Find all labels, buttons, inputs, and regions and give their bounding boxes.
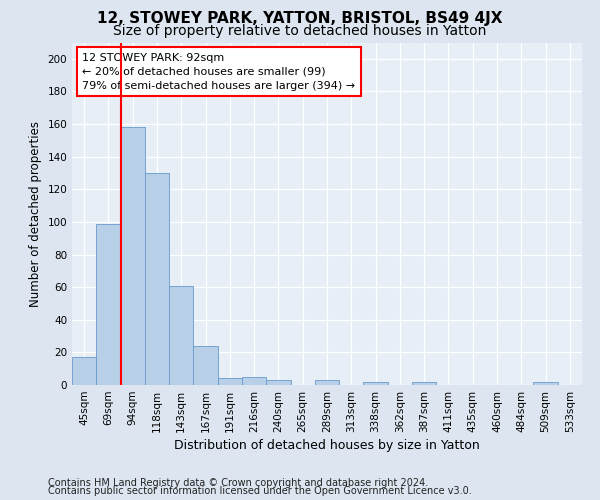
Bar (266, 380, 290, 385)
Bar (315, 380, 339, 385)
Bar (364, 382, 388, 385)
Bar (242, 377, 266, 385)
X-axis label: Distribution of detached houses by size in Yatton: Distribution of detached houses by size … (174, 439, 480, 452)
Text: Size of property relative to detached houses in Yatton: Size of property relative to detached ho… (113, 24, 487, 38)
Bar (121, 128, 145, 385)
Text: Contains HM Land Registry data © Crown copyright and database right 2024.: Contains HM Land Registry data © Crown c… (48, 478, 428, 488)
Bar (218, 378, 242, 385)
Bar (193, 346, 218, 385)
Bar (533, 382, 558, 385)
Y-axis label: Number of detached properties: Number of detached properties (29, 120, 42, 306)
Bar (145, 173, 169, 385)
Text: 12, STOWEY PARK, YATTON, BRISTOL, BS49 4JX: 12, STOWEY PARK, YATTON, BRISTOL, BS49 4… (97, 11, 503, 26)
Bar (72, 358, 96, 385)
Text: Contains public sector information licensed under the Open Government Licence v3: Contains public sector information licen… (48, 486, 472, 496)
Bar (169, 286, 193, 385)
Bar (412, 382, 436, 385)
Text: 12 STOWEY PARK: 92sqm
← 20% of detached houses are smaller (99)
79% of semi-deta: 12 STOWEY PARK: 92sqm ← 20% of detached … (82, 53, 355, 91)
Bar (96, 224, 121, 385)
